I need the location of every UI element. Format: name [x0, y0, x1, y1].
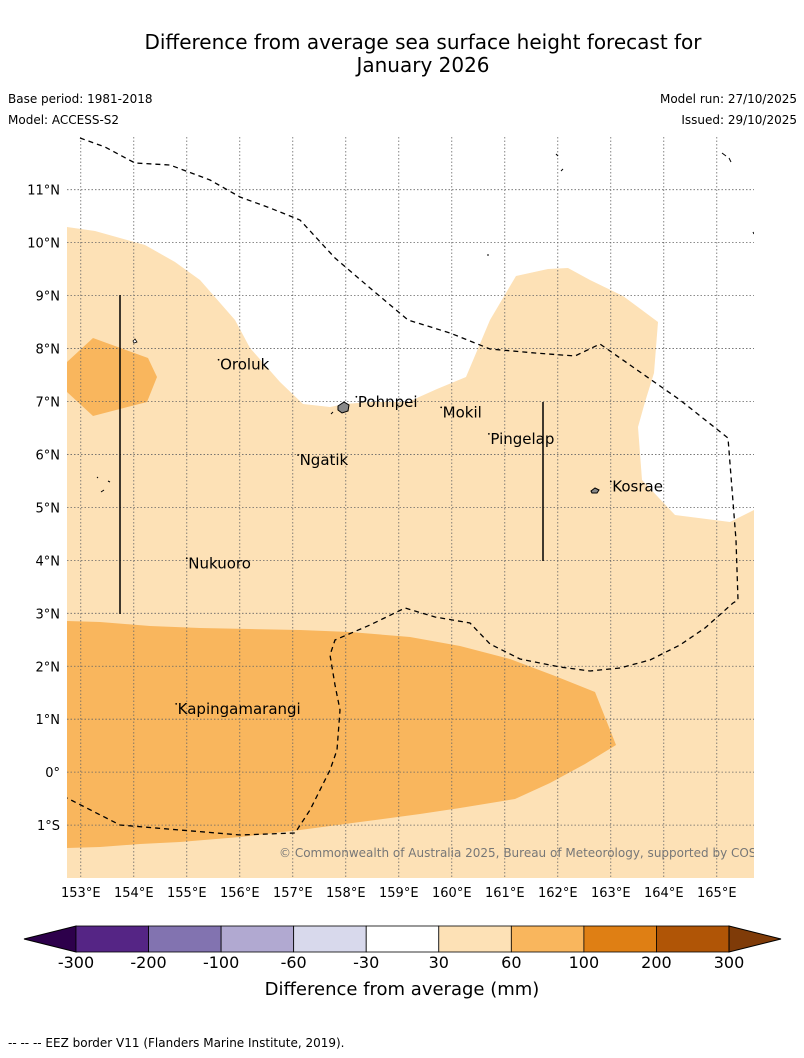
place-label: Mokil — [443, 403, 482, 421]
place-marker — [175, 703, 178, 705]
longitude-tick-label: 157°E — [273, 886, 313, 901]
colorbar-tick-label: -200 — [130, 953, 166, 972]
map-figure: Oroluk Pohnpei Mokil Pingelap Ngatik Kosrae Nu… — [23, 137, 784, 1000]
colorbar-segment — [148, 925, 222, 953]
latitude-tick-label: 7°N — [36, 396, 61, 411]
longitude-tick-label: 160°E — [432, 886, 472, 901]
colorbar-tick-label: -60 — [281, 953, 307, 972]
latitude-tick-label: 4°N — [36, 554, 61, 569]
colorbar-tick-label: -100 — [203, 953, 239, 972]
place-marker — [487, 432, 490, 435]
copyright-notice: © Commonwealth of Australia 2025, Bureau… — [279, 846, 784, 860]
colorbar-segment — [220, 925, 295, 953]
place-marker — [297, 454, 299, 456]
place-label: Pingelap — [490, 430, 554, 448]
eez-footnote: -- -- -- EEZ border V11 (Flanders Marine… — [8, 1036, 345, 1050]
place-label: Ngatik — [300, 451, 349, 469]
longitude-tick-label: 154°E — [114, 886, 154, 901]
colorbar-segment — [438, 925, 512, 953]
island-pohnpei — [337, 401, 350, 414]
latitude-tick-label: 11°N — [27, 184, 60, 199]
latitude-tick-label: 3°N — [36, 607, 61, 622]
colorbar: -300 -200 -100 -60 -30 30 60 100 200 300 — [23, 925, 782, 972]
longitude-tick-label: 155°E — [167, 886, 207, 901]
longitude-tick-label: 159°E — [379, 886, 419, 901]
longitude-tick-label: 153°E — [61, 886, 101, 901]
longitude-tick-label: 164°E — [644, 886, 684, 901]
place-labels: Oroluk Pohnpei Mokil Pingelap Ngatik Kosrae Nu… — [175, 356, 663, 718]
place-marker — [355, 395, 358, 398]
colorbar-tick-label: 30 — [429, 953, 449, 972]
place-marker — [440, 406, 443, 409]
island-kosrae — [590, 487, 600, 494]
colorbar-tick-label: 60 — [501, 953, 521, 972]
place-marker — [609, 480, 612, 483]
issued-date: Issued: 29/10/2025 — [681, 113, 797, 127]
title-line-1: Difference from average sea surface heig… — [144, 30, 702, 54]
longitude-tick-label: 162°E — [538, 886, 578, 901]
longitude-tick-label: 165°E — [697, 886, 737, 901]
longitude-tick-label: 163°E — [591, 886, 631, 901]
latitude-tick-label: 6°N — [36, 448, 61, 463]
colorbar-tick-label: -300 — [58, 953, 94, 972]
place-marker — [185, 557, 188, 560]
model-name: Model: ACCESS-S2 — [8, 113, 120, 127]
colorbar-segment — [365, 925, 440, 953]
island-oroluk-reef — [132, 338, 138, 344]
colorbar-over-arrow — [728, 925, 782, 953]
longitude-tick-label: 158°E — [326, 886, 366, 901]
eez-border — [67, 137, 739, 836]
latitude-tick-label: 1°N — [36, 713, 61, 728]
colorbar-segment — [75, 925, 149, 953]
place-label: Oroluk — [220, 356, 269, 374]
latitude-tick-label: 10°N — [27, 237, 60, 252]
place-label: Nukuoro — [188, 554, 251, 572]
latitude-tick-label: 2°N — [36, 660, 61, 675]
colorbar-under-arrow — [23, 925, 77, 953]
latitude-tick-label: 0° — [45, 766, 60, 781]
colorbar-tick-label: -30 — [353, 953, 379, 972]
map-plot-area: Oroluk Pohnpei Mokil Pingelap Ngatik Kosrae Nu… — [67, 137, 784, 878]
model-run: Model run: 27/10/2025 — [659, 92, 797, 106]
latitude-tick-label: 5°N — [36, 501, 61, 516]
place-marker — [217, 358, 220, 361]
colorbar-tick-label: 100 — [569, 953, 600, 972]
colorbar-segment — [656, 925, 730, 953]
anomaly-region-60-100-south — [67, 621, 616, 848]
latitude-ticks: 11°N 10°N 9°N 8°N 7°N 6°N 5°N 4°N 3°N 2°N 1°N 0° 1°S — [27, 184, 60, 834]
latitude-tick-label: 9°N — [36, 290, 61, 305]
longitude-ticks: 153°E 154°E 155°E 156°E 157°E 158°E 159°E 160°E… — [61, 886, 737, 901]
colorbar-label: Difference from average (mm) — [265, 979, 540, 1000]
colorbar-segment — [510, 925, 585, 953]
place-label: Kapingamarangi — [178, 700, 301, 718]
place-label: Kosrae — [612, 478, 663, 496]
base-period: Base period: 1981-2018 — [8, 92, 153, 106]
colorbar-segment — [583, 925, 657, 953]
colorbar-tick-label: 200 — [641, 953, 672, 972]
place-label: Pohnpei — [358, 393, 418, 411]
minor-islets — [96, 152, 754, 493]
anomaly-region-60-100-west — [67, 338, 157, 416]
latitude-tick-label: 1°S — [37, 819, 60, 834]
map-title: Difference from average sea surface heig… — [0, 31, 804, 77]
longitude-tick-label: 156°E — [220, 886, 260, 901]
latitude-tick-label: 8°N — [36, 343, 61, 358]
colorbar-tick-label: 300 — [714, 953, 745, 972]
colorbar-segment — [293, 925, 367, 953]
title-line-2: January 2026 — [356, 53, 490, 77]
graticule — [67, 137, 754, 878]
longitude-tick-label: 161°E — [485, 886, 525, 901]
